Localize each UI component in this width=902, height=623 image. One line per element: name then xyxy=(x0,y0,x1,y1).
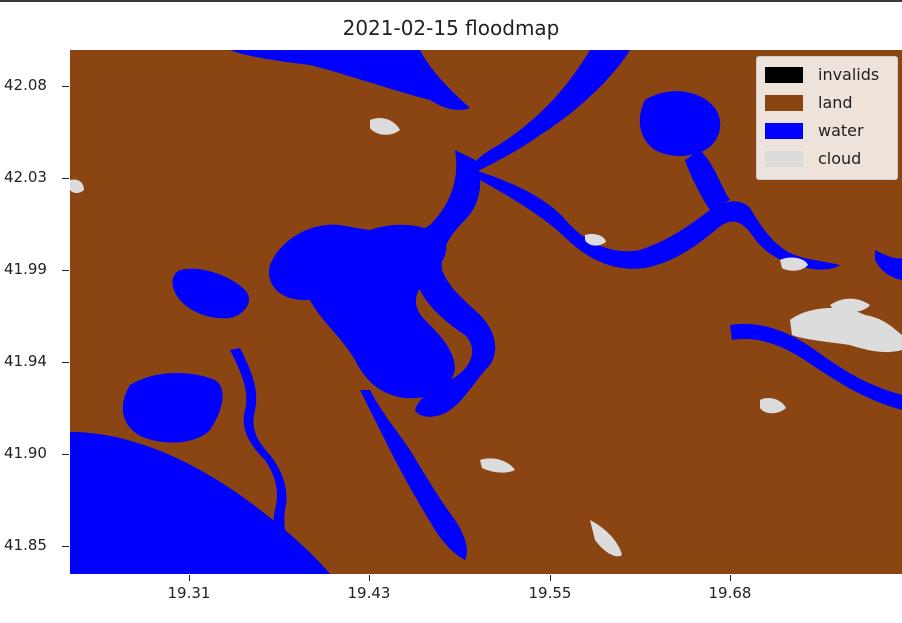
y-tick-label: 41.94 xyxy=(4,352,47,370)
cloud-east-small xyxy=(830,298,870,313)
top-water xyxy=(230,50,470,110)
northeast-link xyxy=(685,150,730,210)
cloud-south xyxy=(590,520,622,557)
y-tick-mark xyxy=(62,454,69,455)
map-legend: invalids land water cloud xyxy=(756,56,898,180)
cloud-east xyxy=(790,308,902,353)
x-tick-label: 19.68 xyxy=(708,584,752,602)
legend-swatch-land xyxy=(765,95,803,111)
legend-swatch-water xyxy=(765,123,803,139)
cloud-south-center xyxy=(480,458,515,473)
x-tick-mark xyxy=(189,575,190,581)
x-tick-label: 19.31 xyxy=(167,584,211,602)
y-tick-mark xyxy=(62,270,69,271)
cloud-southeast xyxy=(760,397,786,414)
top-border xyxy=(0,0,902,2)
y-tick-mark xyxy=(62,86,69,87)
central-lagoon xyxy=(309,224,455,399)
southeast-river xyxy=(730,323,902,410)
legend-label-cloud: cloud xyxy=(818,149,862,168)
legend-swatch-cloud xyxy=(765,151,803,167)
upper-channel xyxy=(468,50,630,175)
x-tick-mark xyxy=(550,575,551,581)
y-tick-mark xyxy=(62,546,69,547)
northeast-lake xyxy=(639,91,721,156)
cloud-center xyxy=(585,233,606,246)
legend-label-land: land xyxy=(818,93,853,112)
y-tick-mark xyxy=(62,178,69,179)
x-tick-label: 19.43 xyxy=(347,584,391,602)
x-tick-label: 19.55 xyxy=(528,584,572,602)
x-tick-mark xyxy=(730,575,731,581)
y-tick-label: 41.90 xyxy=(4,444,47,462)
cloud-north xyxy=(370,118,400,135)
y-tick-mark xyxy=(62,362,69,363)
x-tick-mark xyxy=(369,575,370,581)
legend-label-invalids: invalids xyxy=(818,65,880,84)
west-lake xyxy=(122,373,223,443)
main-river xyxy=(269,150,496,417)
y-tick-label: 41.99 xyxy=(4,260,47,278)
map-title: 2021-02-15 floodmap xyxy=(342,16,560,40)
south-channel xyxy=(360,390,467,560)
cloud-northeast xyxy=(780,257,808,271)
legend-swatch-invalids xyxy=(765,67,803,83)
cloud-west xyxy=(70,179,84,194)
y-tick-label: 41.85 xyxy=(4,536,47,554)
sea-water xyxy=(70,432,330,574)
northwest-patch xyxy=(172,268,250,319)
y-tick-label: 42.08 xyxy=(4,76,47,94)
east-edge-water xyxy=(875,250,902,280)
west-meander xyxy=(230,348,293,574)
legend-label-water: water xyxy=(818,121,864,140)
east-river xyxy=(475,170,840,270)
y-tick-label: 42.03 xyxy=(4,168,47,186)
